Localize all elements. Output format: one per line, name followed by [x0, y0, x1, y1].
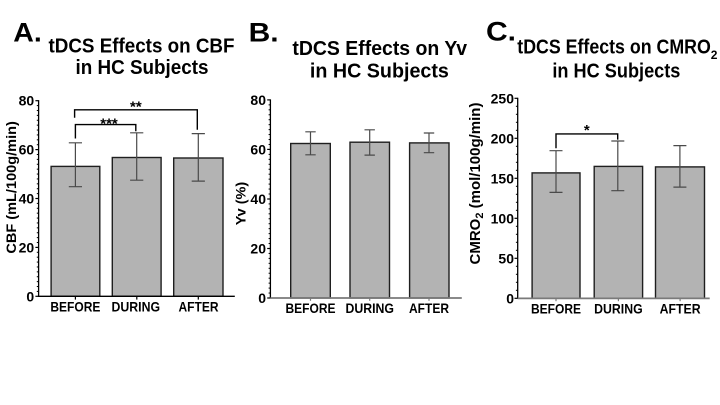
svg-text:in HC Subjects: in HC Subjects [76, 57, 209, 79]
svg-text:DURING: DURING [594, 300, 643, 316]
svg-text:in HC Subjects: in HC Subjects [552, 61, 680, 83]
svg-text:0: 0 [506, 290, 514, 306]
svg-text:80: 80 [250, 92, 266, 108]
svg-text:AFTER: AFTER [660, 300, 701, 316]
svg-text:50: 50 [498, 250, 514, 266]
svg-text:BEFORE: BEFORE [531, 300, 581, 316]
svg-text:20: 20 [19, 239, 35, 255]
svg-text:40: 40 [250, 191, 266, 207]
svg-text:100: 100 [491, 210, 515, 226]
svg-text:0: 0 [26, 288, 34, 304]
svg-text:60: 60 [250, 141, 266, 157]
svg-text:20: 20 [250, 241, 266, 257]
svg-text:AFTER: AFTER [179, 299, 219, 315]
svg-text:*: * [584, 122, 590, 139]
svg-text:tDCS Effects on CBF: tDCS Effects on CBF [49, 36, 235, 58]
svg-text:B.: B. [249, 18, 279, 48]
svg-text:**: ** [130, 99, 142, 116]
svg-text:Yv (%): Yv (%) [232, 182, 248, 226]
svg-text:150: 150 [491, 170, 515, 186]
svg-text:CBF (mL/100g/min): CBF (mL/100g/min) [3, 121, 19, 254]
svg-text:BEFORE: BEFORE [50, 299, 100, 315]
svg-text:A.: A. [13, 18, 42, 48]
svg-text:40: 40 [19, 191, 35, 207]
svg-text:C.: C. [486, 17, 516, 47]
svg-text:250: 250 [491, 90, 515, 106]
svg-text:80: 80 [19, 93, 35, 109]
svg-text:BEFORE: BEFORE [286, 300, 336, 316]
svg-text:tDCS Effects on Yv: tDCS Effects on Yv [292, 38, 468, 60]
svg-text:200: 200 [491, 130, 515, 146]
svg-text:0: 0 [258, 290, 266, 306]
svg-text:DURING: DURING [112, 299, 161, 315]
svg-text:DURING: DURING [345, 300, 394, 316]
svg-text:***: *** [100, 115, 118, 132]
svg-text:in HC Subjects: in HC Subjects [310, 61, 449, 83]
svg-text:CMRO2 (mol/100g/min): CMRO2 (mol/100g/min) [467, 103, 486, 265]
svg-text:tDCS Effects on CMRO2: tDCS Effects on CMRO2 [517, 37, 718, 63]
svg-text:60: 60 [19, 142, 35, 158]
svg-text:AFTER: AFTER [409, 300, 449, 316]
